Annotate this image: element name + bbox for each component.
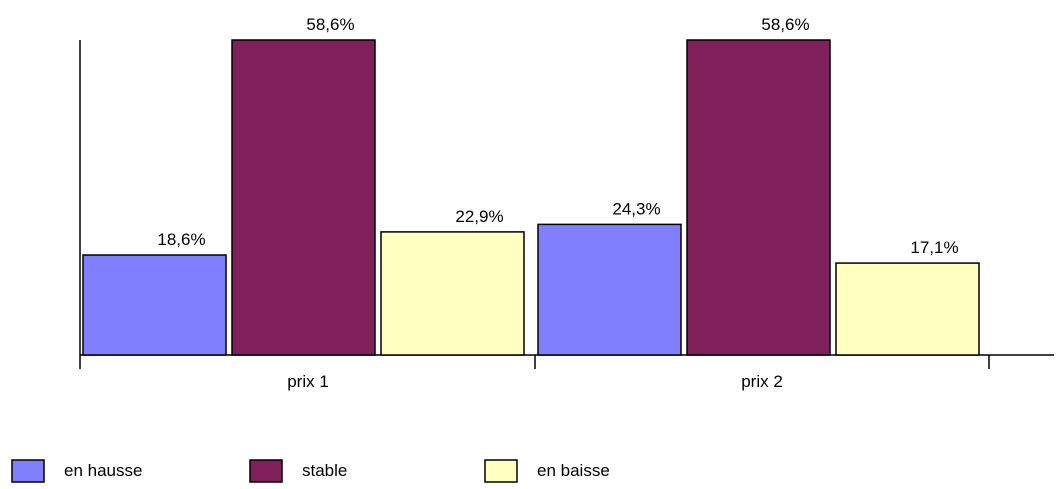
data-label-en-baisse-prix-2: 17,1% [910, 238, 958, 257]
x-tick-label-prix-1: prix 1 [287, 372, 329, 391]
legend-swatch-en-hausse [11, 459, 45, 483]
bar-en-baisse-prix-2 [835, 262, 980, 356]
data-label-en-hausse-prix-2: 24,3% [612, 199, 660, 218]
chart-category-labels: prix 1 prix 2 [287, 372, 783, 391]
legend-label-en-baisse: en baisse [537, 461, 610, 480]
legend-label-stable: stable [302, 461, 347, 480]
bar-stable-prix-1 [231, 39, 376, 356]
data-label-en-hausse-prix-1: 18,6% [157, 230, 205, 249]
chart-value-labels: 18,6% 58,6% 22,9% 24,3% 58,6% 17,1% [157, 15, 958, 257]
bar-en-hausse-prix-2 [537, 223, 682, 356]
bar-en-baisse-prix-1 [380, 231, 525, 356]
legend-item-en-baisse: en baisse [484, 459, 610, 483]
bar-en-hausse-prix-1 [82, 254, 227, 356]
data-label-en-baisse-prix-1: 22,9% [455, 207, 503, 226]
x-tick-label-prix-2: prix 2 [741, 372, 783, 391]
chart-bars [82, 39, 980, 356]
legend-swatch-stable [249, 459, 283, 483]
legend-item-en-hausse: en hausse [11, 459, 142, 483]
legend-item-stable: stable [249, 459, 347, 483]
bar-stable-prix-2 [686, 39, 831, 356]
data-label-stable-prix-2: 58,6% [761, 15, 809, 34]
data-label-stable-prix-1: 58,6% [306, 15, 354, 34]
chart-legend: en hausse stable en baisse [11, 459, 610, 483]
legend-label-en-hausse: en hausse [64, 461, 142, 480]
legend-swatch-en-baisse [484, 459, 518, 483]
